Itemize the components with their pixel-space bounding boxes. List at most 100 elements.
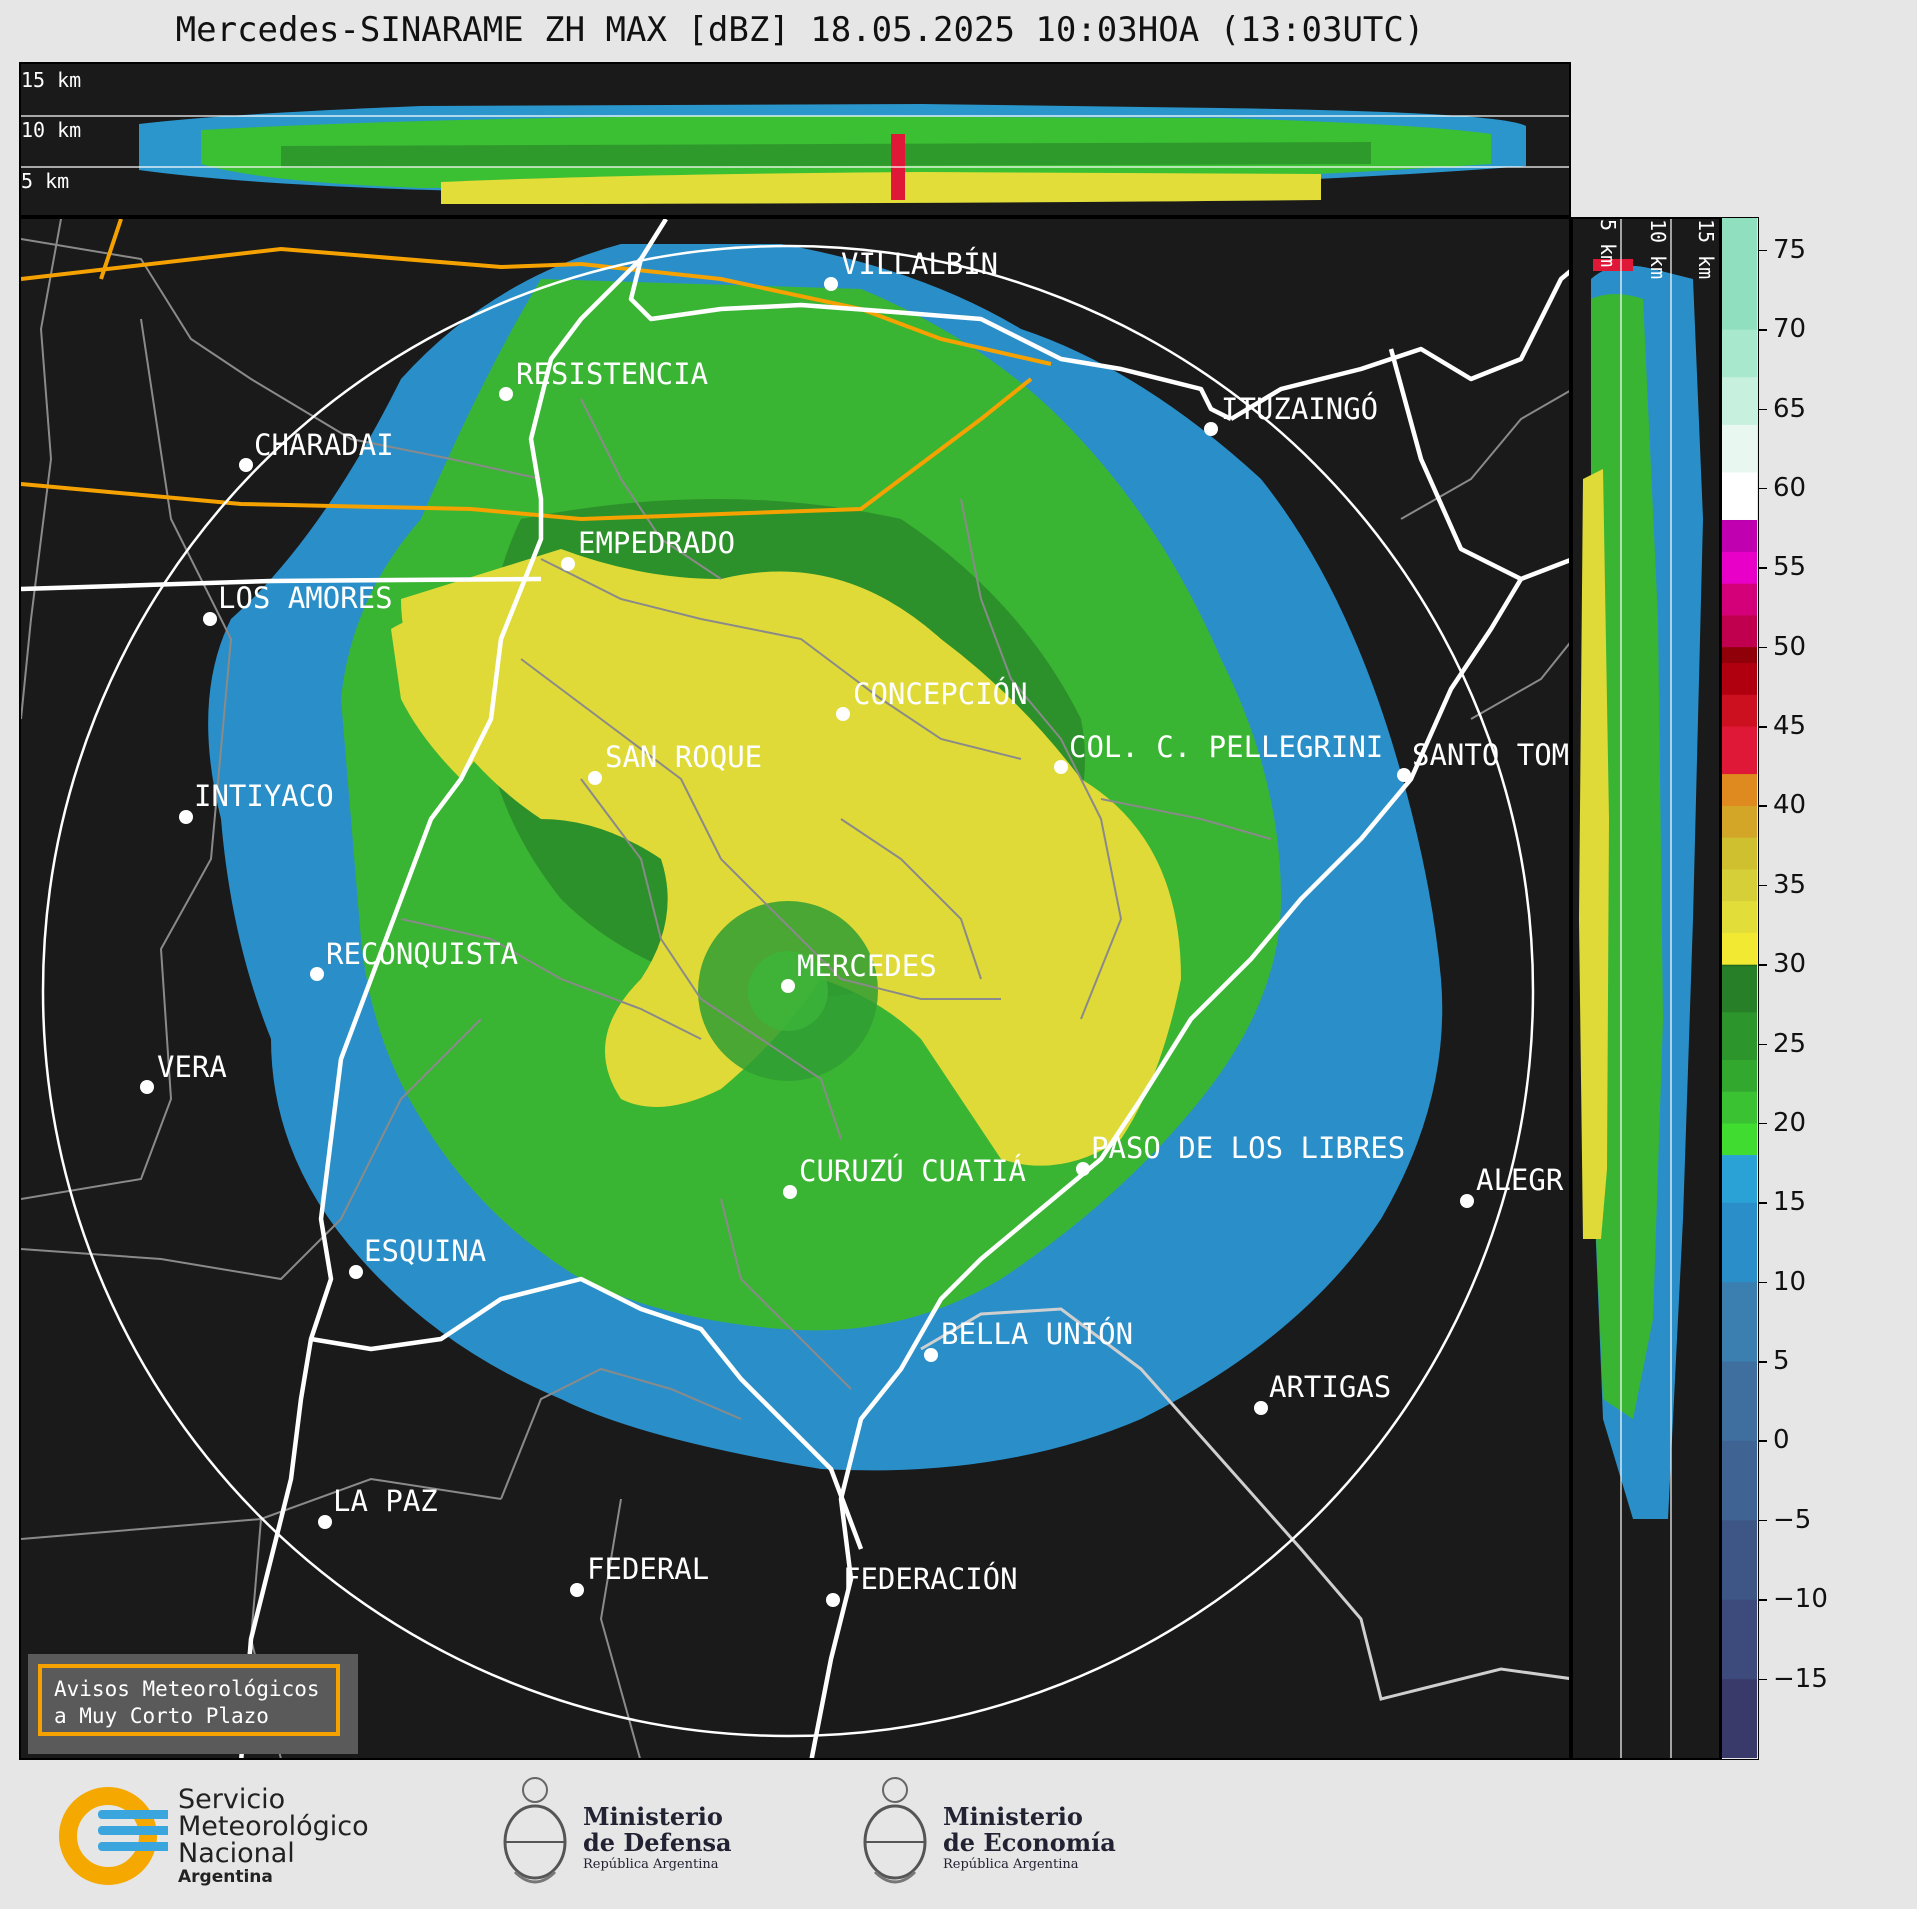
colorbar-tick-label: 40 [1773, 790, 1807, 821]
city-dot-concepcion [836, 707, 850, 721]
city-label: RECONQUISTA [326, 937, 518, 971]
city-label: MERCEDES [797, 949, 937, 983]
colorbar-segment [1722, 1059, 1757, 1092]
colorbar-segment [1722, 1281, 1757, 1362]
city-label: INTIYACO [194, 779, 334, 813]
colorbar-tick-mark [1759, 964, 1767, 966]
colorbar-segment [1722, 329, 1757, 378]
colorbar-segment [1722, 964, 1757, 967]
city-labels: VILLALBÍN RESISTENCIA ITUZAINGÓ CHARADAI… [157, 247, 1569, 1596]
coat-of-arms-icon [863, 1777, 927, 1884]
colorbar-tick-mark [1759, 329, 1767, 331]
city-label: VILLALBÍN [841, 247, 998, 281]
economia-line-1: Ministerio [943, 1802, 1083, 1831]
defensa-logo: Ministerio de Defensa República Argentin… [495, 1772, 755, 1897]
city-dot-santo-tome [1397, 768, 1411, 782]
city-label: FEDERACIÓN [843, 1562, 1018, 1596]
city-dot-alegrete [1460, 1194, 1474, 1208]
colorbar-tick-label: 65 [1773, 393, 1807, 424]
colorbar-tick-label: 5 [1773, 1346, 1790, 1377]
colorbar-tick-mark [1759, 1361, 1767, 1363]
side-cross-section-panel: 5 km 10 km 15 km [1571, 217, 1721, 1760]
city-label: SANTO TOM [1412, 738, 1569, 772]
colorbar-tick-mark [1759, 249, 1767, 252]
department-borders [21, 219, 1569, 1758]
echo-yellow-north [391, 611, 521, 779]
page-title: Mercedes-SINARAME ZH MAX [dBZ] 18.05.202… [175, 10, 1425, 50]
city-label: CONCEPCIÓN [853, 677, 1028, 711]
colorbar-segment [1722, 1091, 1757, 1124]
colorbar-tick-mark [1759, 1678, 1767, 1681]
colorbar-segment [1722, 646, 1757, 664]
city-label: LA PAZ [333, 1484, 438, 1518]
top-label-5km: 5 km [21, 169, 69, 193]
city-dot-empedrado [561, 557, 575, 571]
city-dots [140, 277, 1474, 1607]
top-cross-section-panel: 15 km 10 km 5 km [19, 62, 1571, 217]
city-dot-bella-union [924, 1348, 938, 1362]
colorbar-tick-label: 25 [1773, 1028, 1807, 1059]
colorbar-tick-label: 35 [1773, 869, 1807, 900]
side-echo-yellow [1579, 469, 1609, 1239]
city-dot-curuzu-cuatia [783, 1185, 797, 1199]
warning-line-2: a Muy Corto Plazo [54, 1704, 269, 1728]
colorbar-segment [1722, 726, 1757, 775]
echo-yellow-region [401, 549, 1181, 1166]
city-label: EMPEDRADO [578, 526, 735, 560]
defensa-line-3: República Argentina [583, 1857, 719, 1872]
city-label: LOS AMORES [218, 581, 393, 615]
city-dot-pellegrini [1054, 760, 1068, 774]
city-label: ALEGR [1476, 1163, 1564, 1197]
smn-line-4: Argentina [178, 1867, 273, 1887]
colorbar-tick-mark [1759, 646, 1767, 649]
colorbar-tick-mark [1759, 567, 1767, 569]
colorbar-segment [1722, 519, 1757, 552]
city-label: COL. C. PELLEGRINI [1069, 730, 1383, 764]
defensa-line-1: Ministerio [583, 1802, 723, 1831]
colorbar-tick-label: −5 [1773, 1504, 1812, 1535]
colorbar-tick-mark [1759, 1519, 1767, 1522]
colorbar-tick-label: 20 [1773, 1107, 1807, 1138]
colorbar-tick-mark [1759, 1122, 1767, 1125]
city-label: CHARADAI [254, 428, 394, 462]
colorbar-segment [1722, 551, 1757, 584]
colorbar-tick-label: −10 [1773, 1584, 1828, 1615]
colorbar-tick-label: 70 [1773, 314, 1807, 345]
colorbar-tick-mark [1759, 1281, 1767, 1284]
colorbar-tick-label: 55 [1773, 552, 1807, 583]
side-echo-core [1593, 259, 1633, 271]
colorbar-segment [1722, 1154, 1757, 1203]
top-echo-yellow [441, 172, 1321, 204]
top-label-10km: 10 km [21, 118, 81, 142]
city-label: ARTIGAS [1269, 1370, 1391, 1404]
colorbar-segment [1722, 805, 1757, 838]
city-dot-federacion [826, 1593, 840, 1607]
colorbar-segment [1722, 1122, 1757, 1156]
city-dot-reconquista [310, 967, 324, 981]
colorbar-tick-mark [1759, 884, 1767, 887]
uruguay-border [920, 1307, 1569, 1701]
colorbar-tick-mark [1759, 1202, 1767, 1204]
colorbar-segment [1722, 218, 1757, 330]
range-ring [41, 244, 1535, 1738]
warning-box-border: Avisos Meteorológicos a Muy Corto Plazo [38, 1664, 340, 1736]
top-echo-darkgreen [281, 142, 1371, 168]
colorbar-tick-mark [1759, 805, 1767, 807]
colorbar-tick-label: 0 [1773, 1425, 1790, 1456]
smn-emblem-icon [59, 1787, 168, 1885]
colorbar-segment [1722, 900, 1757, 933]
colorbar-segment [1722, 965, 1757, 1013]
colorbar-tick-mark [1759, 1440, 1767, 1442]
defensa-line-2: de Defensa [583, 1828, 732, 1857]
side-label-15km: 15 km [1694, 219, 1718, 279]
city-dot-intiyaco [179, 810, 193, 824]
city-label: ESQUINA [364, 1234, 486, 1268]
colorbar-tick-mark [1759, 726, 1767, 728]
city-label: FEDERAL [587, 1552, 709, 1586]
city-dot-artigas [1254, 1401, 1268, 1415]
colorbar-tick-label: 45 [1773, 711, 1807, 742]
city-dot-resistencia [499, 387, 513, 401]
city-dot-la-paz [318, 1515, 332, 1529]
city-label: PASO DE LOS LIBRES [1091, 1131, 1405, 1165]
colorbar-tick-label: −15 [1773, 1663, 1828, 1694]
